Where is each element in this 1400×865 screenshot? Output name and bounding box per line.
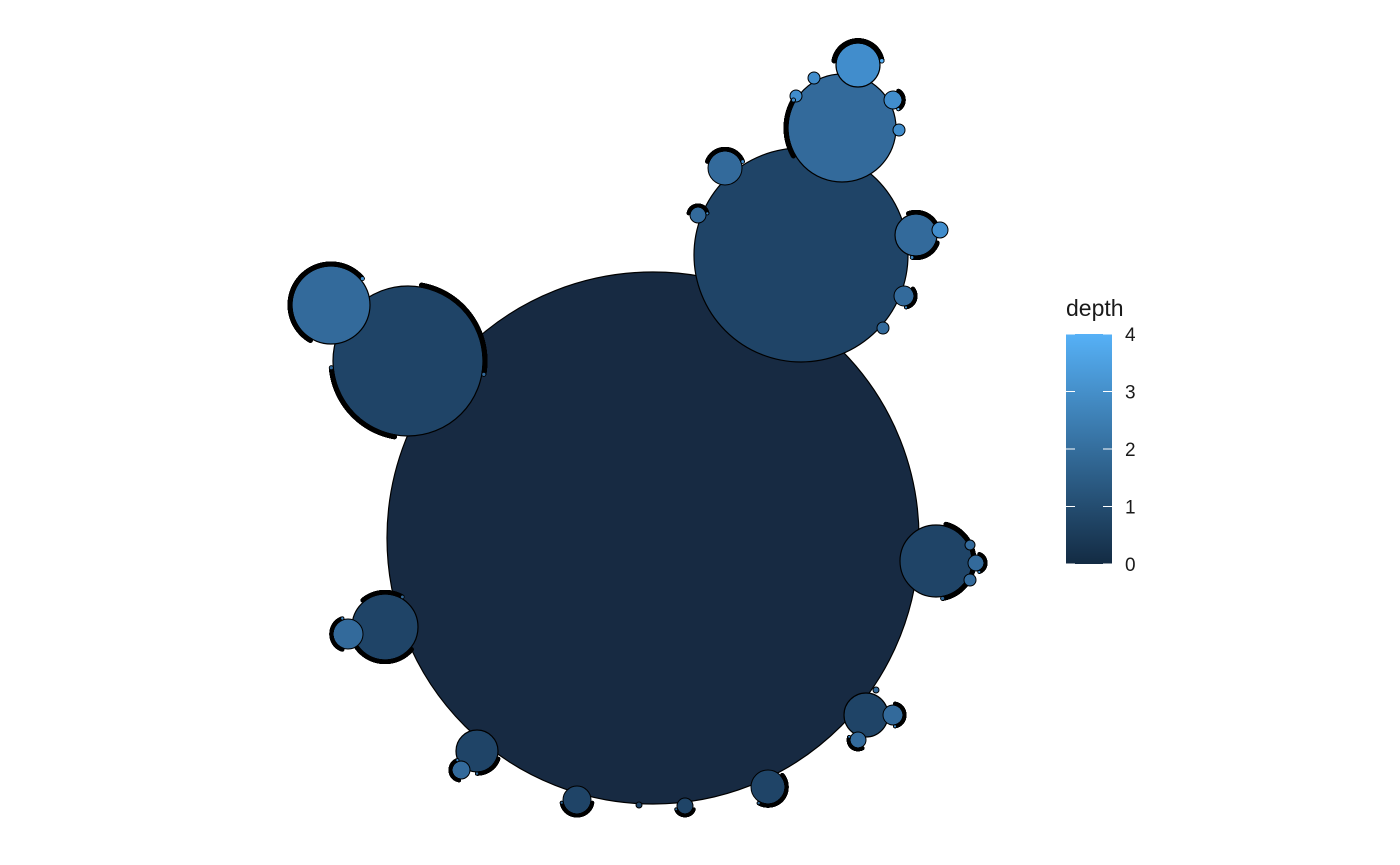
- node-depth3-small: [931, 221, 949, 239]
- node-depth3-small: [807, 71, 821, 85]
- node-depth3-small: [892, 123, 906, 137]
- node-leaf: [896, 107, 901, 112]
- node-depth2-small: [876, 321, 890, 335]
- circles-layer: [287, 38, 988, 818]
- node-leaf: [791, 97, 796, 103]
- node-leaf: [740, 159, 745, 164]
- node-depth2-top: [787, 73, 897, 183]
- node-leaf: [909, 255, 915, 260]
- node-leaf: [904, 305, 908, 310]
- node-leaf: [879, 58, 885, 64]
- node-leaf: [705, 211, 710, 216]
